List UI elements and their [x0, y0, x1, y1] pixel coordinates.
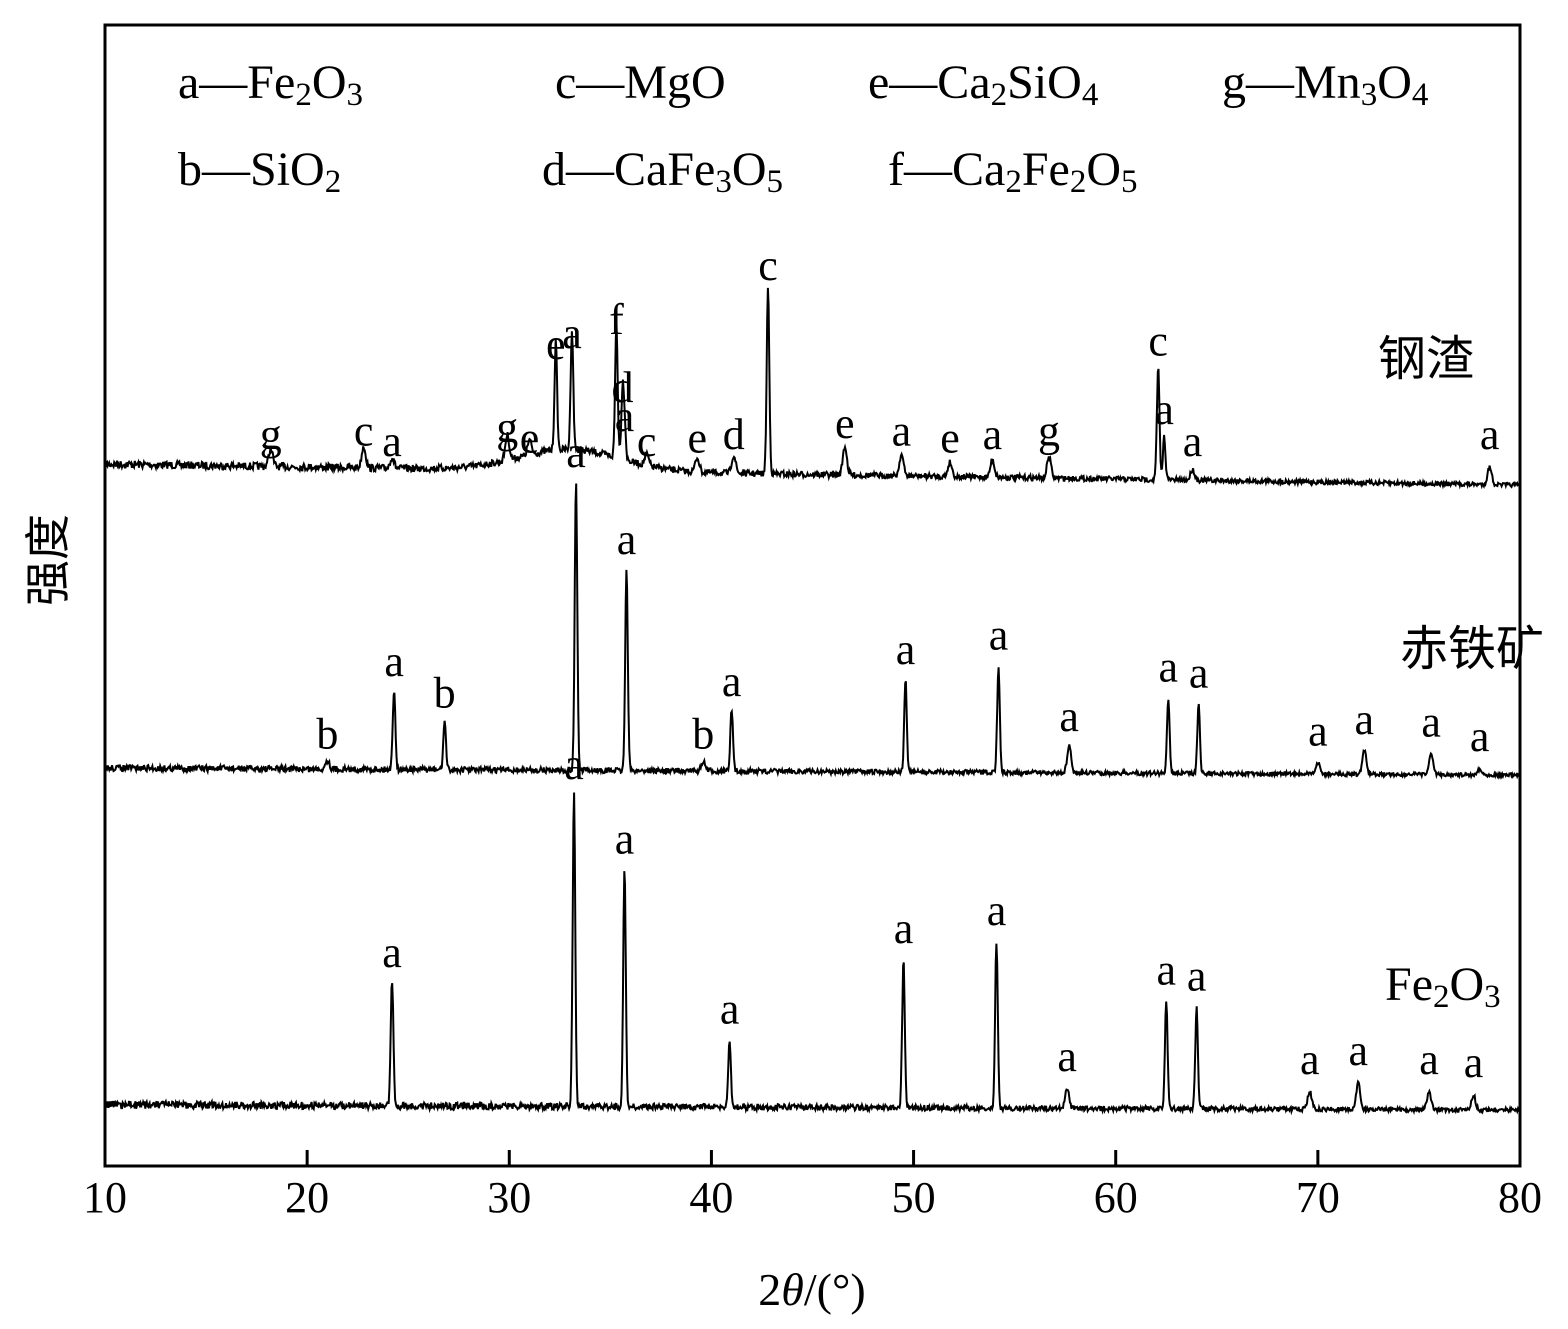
legend-entry-c: c—MgO: [555, 56, 726, 109]
x-tick-label: 30: [487, 1173, 531, 1222]
legend-entry-a: a—Fe2O3: [178, 56, 363, 113]
peak-label: a: [1419, 1035, 1439, 1084]
peak-label: g: [1038, 406, 1060, 455]
plot-frame: [103, 23, 1522, 1168]
peak-label: a: [1470, 712, 1490, 761]
peak-label: a: [894, 904, 914, 953]
peak-label: a: [564, 740, 584, 789]
series-label-hematite: 赤铁矿: [1400, 621, 1544, 677]
peak-label: e: [520, 414, 540, 463]
peak-label: a: [983, 410, 1003, 459]
peak-label: e: [835, 399, 855, 448]
peak-label: a: [617, 515, 637, 564]
peak-label: f: [609, 295, 624, 344]
peak-label: a: [1159, 643, 1179, 692]
peak-label: a: [1189, 648, 1209, 697]
peak-label: a: [987, 886, 1007, 935]
series-label-fe2o3: Fe2O3: [1385, 958, 1501, 1015]
x-tick-label: 70: [1296, 1173, 1340, 1222]
peak-label: a: [562, 309, 582, 358]
legend-entry-b: b—SiO2: [178, 143, 341, 200]
peak-label: a: [1183, 417, 1203, 466]
peak-label: a: [1355, 695, 1375, 744]
peak-label: a: [382, 417, 402, 466]
peak-label: a: [1059, 692, 1079, 741]
x-axis: 10 20 30 40 50 60 70 80: [83, 1150, 1542, 1222]
y-axis-label: 强度: [21, 514, 75, 606]
x-tick-label: 50: [892, 1173, 936, 1222]
peak-label: a: [566, 428, 586, 477]
peak-label: a: [1349, 1026, 1369, 1075]
x-tick-label: 80: [1498, 1173, 1542, 1222]
series-line: [104, 792, 1521, 1116]
peak-label: a: [1057, 1032, 1077, 1081]
peak-label: a: [896, 625, 916, 674]
x-tick-label: 20: [285, 1173, 329, 1222]
x-tick-label: 40: [689, 1173, 733, 1222]
peak-label: g: [496, 403, 518, 452]
peak-label: c: [1148, 316, 1168, 365]
legend-entry-e: e—Ca2SiO4: [868, 56, 1098, 113]
peak-label: e: [546, 320, 566, 369]
series-line: [104, 287, 1521, 490]
peak-label: b: [316, 709, 338, 758]
peak-label: a: [720, 985, 740, 1034]
x-axis-label: 2θ/(°): [758, 1264, 865, 1315]
peak-label: a: [1157, 946, 1177, 995]
series-label-steel-slag: 钢渣: [1378, 331, 1474, 387]
x-tick-label: 60: [1094, 1173, 1138, 1222]
peak-label: b: [692, 709, 714, 758]
peak-label: c: [758, 241, 778, 290]
peak-label: a: [722, 657, 742, 706]
peak-label: d: [612, 363, 634, 412]
peak-label: e: [688, 414, 708, 463]
peak-label: a: [1187, 952, 1207, 1001]
peak-label: a: [1308, 706, 1328, 755]
peak-label: c: [637, 417, 657, 466]
peak-label: e: [940, 414, 960, 463]
peak-label: a: [382, 928, 402, 977]
legend-entry-d: d—CaFe3O5: [542, 143, 783, 200]
x-tick-label: 10: [83, 1173, 127, 1222]
peak-label: a: [615, 392, 635, 441]
peak-label: a: [1464, 1038, 1484, 1087]
peak-label: a: [892, 406, 912, 455]
peak-label: a: [384, 637, 404, 686]
peak-label: g: [260, 410, 282, 459]
series-line: [104, 483, 1521, 781]
legend-entry-g: g—Mn3O4: [1222, 56, 1428, 113]
peak-label: c: [354, 406, 374, 455]
peak-label: a: [1300, 1035, 1320, 1084]
peak-label: d: [723, 410, 745, 459]
peak-label: b: [434, 669, 456, 718]
peak-label: a: [615, 815, 635, 864]
peak-label: a: [1421, 698, 1441, 747]
peak-label: a: [1480, 410, 1500, 459]
peak-label: a: [989, 611, 1009, 660]
legend-entry-f: f—Ca2Fe2O5: [888, 143, 1137, 200]
legend: a—Fe2O3 c—MgO e—Ca2SiO4 g—Mn3O4 b—SiO2 d—CaFe…: [178, 56, 1428, 200]
peak-label: a: [1154, 385, 1174, 434]
